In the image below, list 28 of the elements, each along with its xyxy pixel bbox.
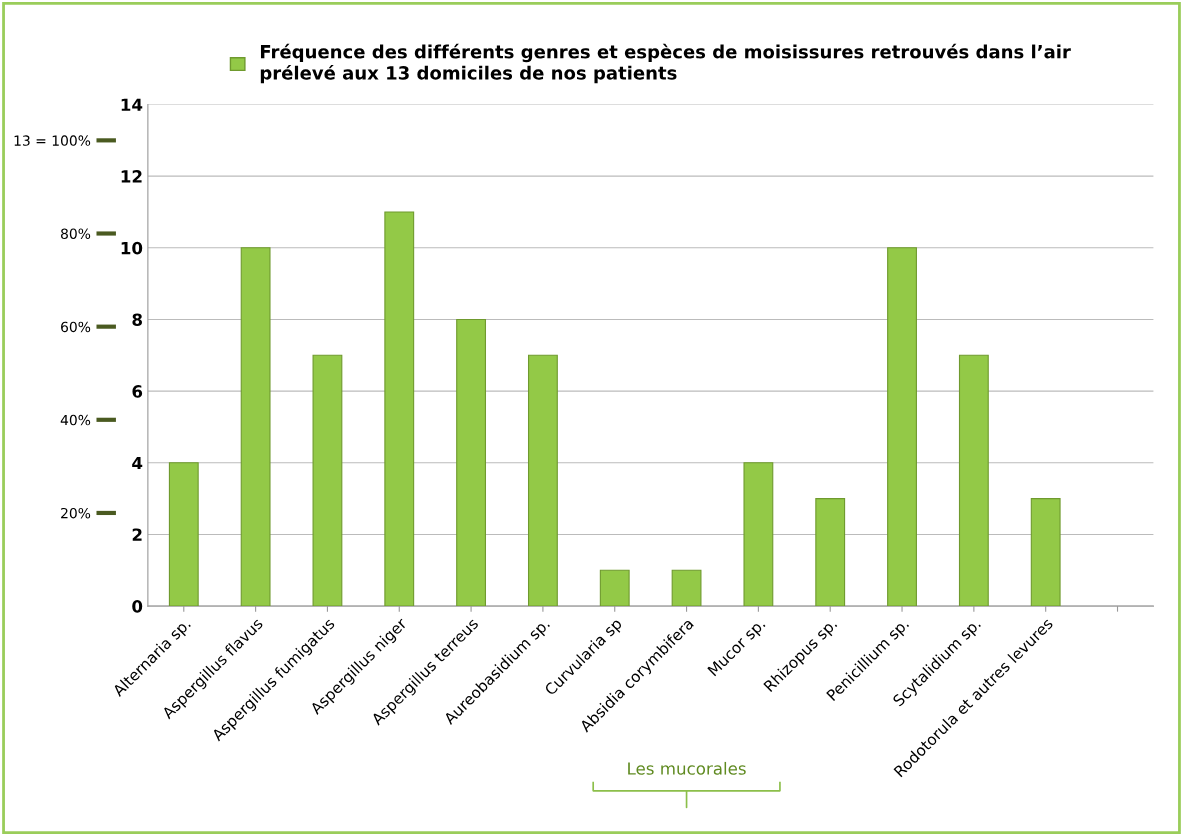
bar <box>312 354 343 607</box>
y-tick-label: 2 <box>132 528 142 541</box>
bar <box>240 247 271 607</box>
bar <box>384 211 415 607</box>
bar <box>599 569 630 607</box>
bar <box>1030 498 1061 607</box>
bar <box>887 247 917 607</box>
y-tick-label: 6 <box>132 385 143 398</box>
y2-tick-label: 20% <box>61 507 91 519</box>
text: Les mucorales <box>628 761 746 775</box>
bar <box>456 318 487 607</box>
legend-label: Fréquence des différents genres et espèces de moisissures retrouvés dans l’air prélevé aux 13 domiciles de nos patients <box>260 43 1071 84</box>
y-tick-label: 14 <box>121 98 143 111</box>
bar <box>743 462 774 607</box>
bar <box>527 354 558 607</box>
y-tick-label: 12 <box>121 170 142 183</box>
y2-tick-label: 60% <box>61 321 91 333</box>
bar <box>168 462 199 607</box>
y2-tick-label: 40% <box>60 414 91 426</box>
y-tick-label: 0 <box>132 600 143 613</box>
bar <box>815 498 846 607</box>
y-tick-label: 4 <box>132 456 143 470</box>
y2-tick-label: 80% <box>61 228 91 239</box>
y-tick-label: 10 <box>121 241 143 255</box>
y2-tick-label: 13 = 100% <box>14 135 91 146</box>
bar <box>671 569 702 607</box>
bar <box>958 354 989 607</box>
y-tick-label: 8 <box>132 313 142 327</box>
